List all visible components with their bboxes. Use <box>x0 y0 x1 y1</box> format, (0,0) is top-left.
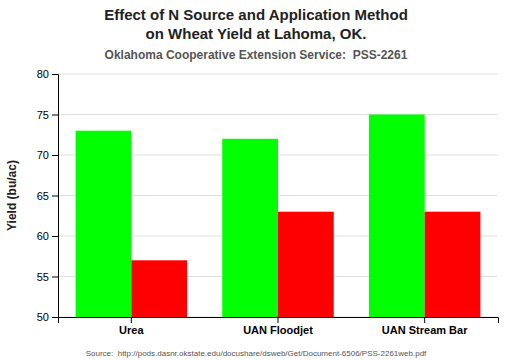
x-axis: Urea UAN Floodjet UAN Stream Bar <box>59 317 499 336</box>
bar <box>278 212 334 317</box>
y-tick-label: 50 <box>37 311 49 323</box>
y-tick: 60 <box>37 230 58 242</box>
grid-line <box>58 114 498 115</box>
y-tick-label: 75 <box>37 109 49 121</box>
y-tick: 50 <box>37 311 58 323</box>
y-tick: 75 <box>37 109 58 121</box>
chart-container: Effect of N Source and Application Metho… <box>0 0 512 361</box>
bar <box>222 139 278 317</box>
x-tick: UAN Stream Bar <box>382 317 468 336</box>
bar <box>369 115 425 318</box>
bar <box>76 131 132 317</box>
x-tick-mark <box>131 317 132 323</box>
chart-svg: Effect of N Source and Application Metho… <box>0 0 512 361</box>
x-tick-label: UAN Stream Bar <box>382 324 468 336</box>
x-tick-mark <box>424 317 425 323</box>
y-tick-mark <box>52 277 58 278</box>
y-tick: 65 <box>37 190 58 202</box>
x-tick-mark <box>278 317 279 323</box>
y-tick-mark <box>52 115 58 116</box>
x-axis-line <box>59 318 499 324</box>
y-tick-mark <box>52 155 58 156</box>
y-tick-label: 70 <box>37 149 49 161</box>
grid-line <box>58 74 498 75</box>
bar <box>425 212 481 317</box>
y-tick-mark <box>52 317 58 318</box>
y-tick-mark <box>52 236 58 237</box>
title: on Wheat Yield at Lahoma, OK. <box>146 25 367 42</box>
y-axis-title: Yield (bu/ac) <box>5 160 19 231</box>
x-tick: UAN Floodjet <box>243 317 313 336</box>
y-axis-line <box>52 75 59 318</box>
bars <box>76 115 481 318</box>
y-tick-mark <box>52 196 58 197</box>
x-tick: Urea <box>119 317 144 336</box>
y-tick-label: 60 <box>37 230 49 242</box>
source-note: Source: http://pods.dasnr.okstate.edu/do… <box>86 349 427 358</box>
bar-series <box>76 115 425 318</box>
y-tick: 55 <box>37 271 58 283</box>
subtitle: Oklahoma Cooperative Extension Service: … <box>105 48 408 62</box>
y-tick-label: 65 <box>37 190 49 202</box>
y-tick-label: 55 <box>37 271 49 283</box>
y-tick-label: 80 <box>37 68 49 80</box>
y-axis: 50 55 60 65 70 75 80 <box>37 68 59 323</box>
plot-area: 50 55 60 65 70 75 80 Urea UAN Floodjet UAN Stream… <box>37 68 499 361</box>
y-tick: 80 <box>37 68 58 80</box>
bar <box>131 260 187 317</box>
x-tick-label: Urea <box>119 324 144 336</box>
y-tick-mark <box>52 74 58 75</box>
title: Effect of N Source and Application Metho… <box>104 6 408 23</box>
x-tick-label: UAN Floodjet <box>243 324 313 336</box>
bar-series <box>131 212 480 317</box>
y-tick: 70 <box>37 149 58 161</box>
